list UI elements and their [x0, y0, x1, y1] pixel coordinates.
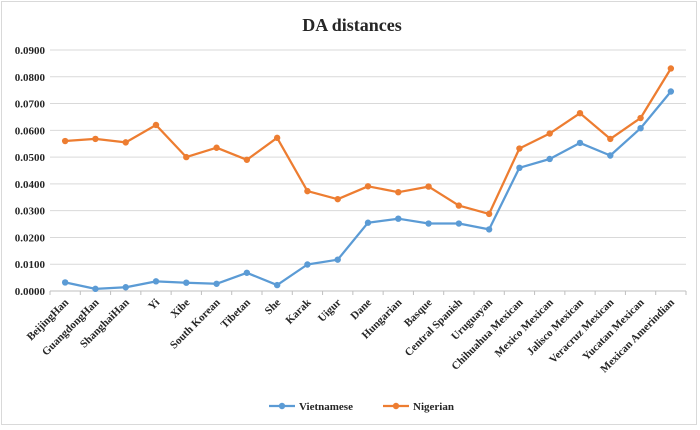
legend-item-nigerian: Nigerian	[383, 401, 454, 413]
y-tick-label: 0.0500	[15, 152, 46, 164]
data-point-vietnamese	[273, 281, 281, 289]
data-point-nigerian	[607, 135, 614, 143]
data-point-nigerian	[485, 210, 493, 218]
y-tick-label: 0.0000	[15, 286, 46, 298]
data-point-vietnamese	[304, 261, 311, 268]
data-point-nigerian	[395, 188, 402, 196]
data-point-nigerian	[576, 109, 584, 117]
data-point-vietnamese	[152, 278, 160, 285]
data-point-nigerian	[546, 130, 553, 137]
series-vietnamese	[61, 88, 675, 293]
data-point-nigerian	[516, 145, 523, 152]
data-point-nigerian	[455, 202, 463, 209]
data-point-vietnamese	[425, 220, 432, 227]
data-point-nigerian	[364, 183, 372, 190]
y-tick-label: 0.0300	[15, 206, 46, 218]
data-point-vietnamese	[395, 215, 402, 222]
x-tick-label: She	[263, 297, 284, 318]
gridlines	[50, 49, 686, 292]
legend-item-vietnamese: Vietnamese	[269, 401, 353, 413]
data-point-vietnamese	[92, 285, 99, 293]
legend-label: Nigerian	[413, 401, 454, 413]
data-point-nigerian	[92, 135, 99, 143]
data-point-vietnamese	[183, 279, 190, 286]
data-point-nigerian	[334, 195, 341, 203]
data-point-nigerian	[122, 139, 129, 146]
data-point-vietnamese	[334, 256, 341, 263]
data-point-vietnamese	[667, 88, 675, 95]
series-layer	[61, 65, 675, 293]
x-tick-label: Karak	[283, 296, 314, 327]
y-tick-label: 0.0900	[15, 45, 46, 57]
legend-label: Vietnamese	[299, 401, 353, 413]
series-nigerian	[61, 65, 675, 218]
chart-title: DA distances	[302, 15, 402, 35]
y-axis: 0.0000 0.0100 0.0200 0.0300 0.0400 0.0500 0.06…	[15, 45, 46, 298]
x-tick-label: Dane	[348, 297, 374, 323]
data-point-nigerian	[273, 134, 281, 142]
data-point-nigerian	[152, 121, 160, 129]
data-point-nigerian	[667, 65, 675, 72]
data-point-vietnamese	[576, 139, 584, 147]
data-point-nigerian	[243, 156, 251, 163]
x-tick-label: Yi	[146, 297, 162, 313]
y-tick-label: 0.0700	[15, 99, 46, 111]
data-point-nigerian	[637, 114, 644, 122]
data-point-vietnamese	[455, 220, 463, 227]
data-point-vietnamese	[637, 124, 644, 132]
data-point-vietnamese	[607, 152, 614, 159]
data-point-vietnamese	[122, 284, 129, 291]
x-tick-label: Tibetan	[219, 297, 253, 331]
y-tick-label: 0.0200	[15, 232, 46, 244]
data-point-nigerian	[304, 187, 311, 195]
data-point-vietnamese	[485, 226, 493, 233]
x-tick-label: Xibe	[168, 297, 192, 321]
data-point-vietnamese	[364, 219, 372, 226]
x-tick-label: Uigur	[316, 297, 344, 325]
legend-marker	[392, 402, 400, 410]
legend: Vietnamese Nigerian	[269, 401, 454, 413]
y-tick-label: 0.0100	[15, 259, 46, 271]
legend-marker	[278, 402, 286, 410]
data-point-vietnamese	[213, 280, 220, 287]
data-point-nigerian	[213, 144, 220, 151]
data-point-nigerian	[183, 153, 190, 161]
data-point-nigerian	[425, 183, 432, 190]
data-point-nigerian	[61, 137, 69, 145]
data-point-vietnamese	[546, 155, 553, 163]
data-point-vietnamese	[516, 164, 523, 172]
y-tick-label: 0.0400	[15, 179, 46, 191]
data-point-vietnamese	[243, 269, 251, 276]
data-point-vietnamese	[61, 279, 69, 286]
y-tick-label: 0.0800	[15, 72, 46, 84]
series-line-vietnamese	[64, 90, 672, 291]
y-tick-label: 0.0600	[15, 125, 46, 137]
